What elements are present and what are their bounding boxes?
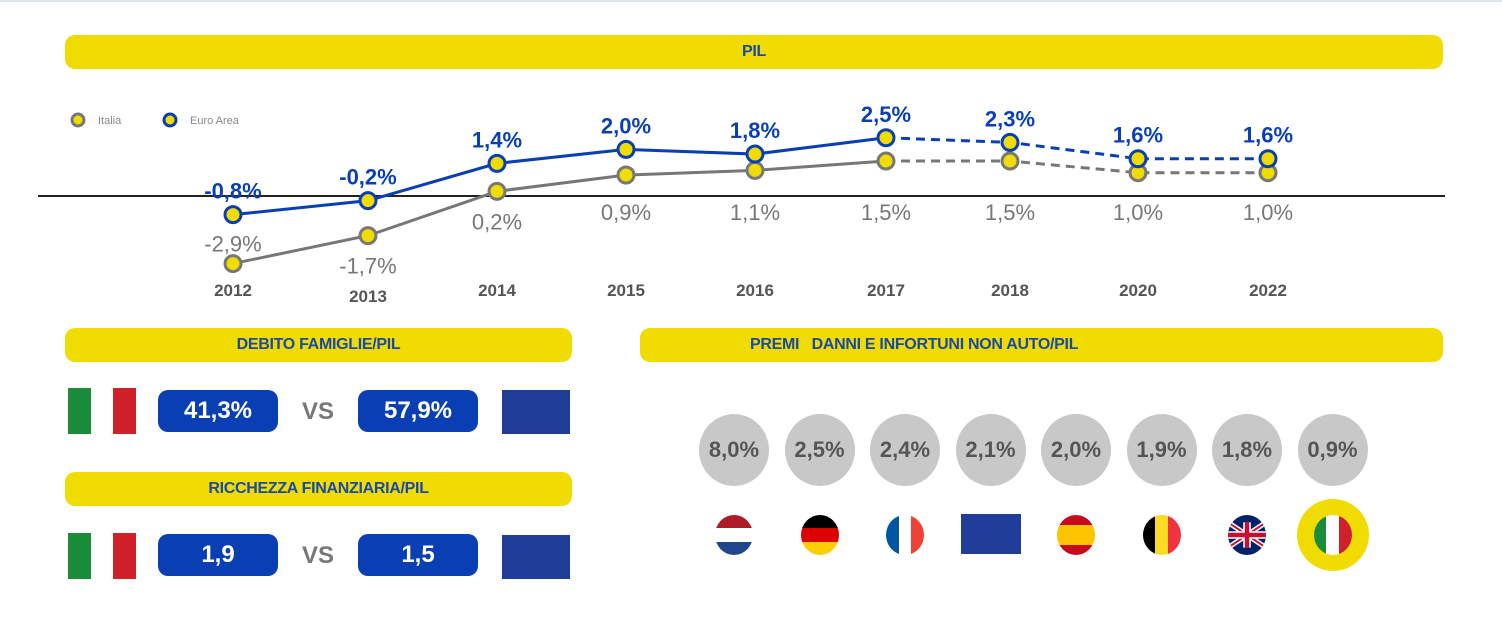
data-point bbox=[1000, 132, 1020, 152]
x-tick-label: 2020 bbox=[1119, 281, 1157, 300]
uk-flag bbox=[1228, 515, 1266, 555]
ricchezza-title: RICCHEZZA FINANZIARIA/PIL bbox=[208, 480, 429, 497]
x-tick-label: 2018 bbox=[991, 281, 1029, 300]
data-label: 0,9% bbox=[601, 200, 651, 225]
italy-flag bbox=[68, 533, 137, 579]
data-point bbox=[1258, 149, 1278, 169]
legend-marker-1 bbox=[162, 112, 178, 128]
spain-flag bbox=[1057, 515, 1095, 555]
data-point bbox=[223, 205, 243, 225]
data-point bbox=[745, 160, 765, 180]
debito-italia-value: 41,3% bbox=[158, 390, 278, 432]
debito-title: DEBITO FAMIGLIE/PIL bbox=[236, 336, 401, 353]
debito-vs: VS bbox=[302, 398, 335, 425]
premi-value-bubble: 0,9% bbox=[1297, 414, 1368, 486]
data-label: -2,9% bbox=[204, 232, 261, 257]
data-label: 1,5% bbox=[985, 200, 1035, 225]
data-label: 1,0% bbox=[1243, 200, 1293, 225]
data-point bbox=[1128, 149, 1148, 169]
premi-title: PREMI DANNI E INFORTUNI NON AUTO/PIL bbox=[750, 336, 1079, 353]
debito-header: DEBITO FAMIGLIE/PIL bbox=[65, 328, 572, 362]
legend-marker-0 bbox=[70, 112, 86, 128]
data-label: 1,0% bbox=[1113, 200, 1163, 225]
data-label: 1,8% bbox=[730, 118, 780, 143]
italy-flag bbox=[68, 388, 137, 434]
data-point bbox=[616, 139, 636, 159]
data-point bbox=[616, 165, 636, 185]
x-tick-label: 2013 bbox=[349, 287, 387, 306]
data-label: -0,2% bbox=[339, 165, 396, 190]
premi-value-bubble: 2,5% bbox=[784, 414, 855, 486]
series-forecast-line-0 bbox=[886, 159, 1268, 175]
eu-flag bbox=[502, 535, 570, 579]
x-tick-label: 2022 bbox=[1249, 281, 1287, 300]
premi-value-bubble: 2,4% bbox=[870, 414, 940, 486]
premi-value-bubble: 1,8% bbox=[1212, 414, 1282, 486]
premi-value-bubble: 8,0% bbox=[699, 414, 769, 486]
premi-header: PREMI DANNI E INFORTUNI NON AUTO/PIL bbox=[640, 328, 1443, 362]
data-label: 2,0% bbox=[601, 113, 651, 138]
eu-flag bbox=[960, 514, 1021, 554]
pil-title: PIL bbox=[742, 43, 766, 60]
data-point bbox=[487, 181, 507, 201]
data-point bbox=[487, 153, 507, 173]
data-label: 2,3% bbox=[985, 106, 1035, 131]
data-point bbox=[223, 254, 243, 274]
series-line-1 bbox=[232, 136, 887, 217]
data-point bbox=[876, 128, 896, 148]
data-label: -0,8% bbox=[204, 179, 261, 204]
x-tick-label: 2014 bbox=[478, 281, 516, 300]
data-point bbox=[358, 191, 378, 211]
ricchezza-vs: VS bbox=[302, 542, 335, 569]
ricchezza-euro-value: 1,5 bbox=[358, 534, 478, 576]
italy-flag bbox=[1313, 515, 1352, 555]
data-label: -1,7% bbox=[339, 254, 396, 279]
x-tick-label: 2016 bbox=[736, 281, 774, 300]
data-point bbox=[1000, 151, 1020, 171]
series-forecast-line-1 bbox=[885, 136, 1268, 161]
ricchezza-italia-value: 1,9 bbox=[158, 534, 278, 576]
belgium-flag bbox=[1142, 515, 1181, 555]
data-label: 1,6% bbox=[1243, 123, 1293, 148]
data-label: 1,4% bbox=[472, 127, 522, 152]
data-label: 0,2% bbox=[472, 209, 522, 234]
netherlands-flag bbox=[715, 515, 753, 555]
pil-header: PIL bbox=[65, 35, 1443, 69]
data-label: 1,5% bbox=[861, 200, 911, 225]
legend-label-0: Italia bbox=[98, 115, 122, 127]
premi-value-bubble: 1,9% bbox=[1126, 414, 1197, 486]
legend-label-1: Euro Area bbox=[190, 115, 240, 127]
data-label: 1,6% bbox=[1113, 123, 1163, 148]
x-tick-label: 2017 bbox=[867, 281, 905, 300]
data-point bbox=[745, 144, 765, 164]
eu-flag bbox=[502, 390, 570, 434]
france-flag bbox=[886, 515, 924, 555]
data-point bbox=[358, 226, 378, 246]
series-line-0 bbox=[232, 159, 887, 266]
data-label: 2,5% bbox=[861, 102, 911, 127]
x-tick-label: 2012 bbox=[214, 281, 252, 300]
premi-value-bubble: 2,1% bbox=[955, 414, 1026, 486]
germany-flag bbox=[800, 515, 839, 555]
premi-value-bubble: 2,0% bbox=[1041, 414, 1111, 486]
x-tick-label: 2015 bbox=[607, 281, 645, 300]
data-label: 1,1% bbox=[730, 200, 780, 225]
data-point bbox=[876, 151, 896, 171]
pil-line-chart: Italia Euro Area -2,9% -1,7% 0,2% 0,9% 1,1% 1,5… bbox=[38, 102, 1445, 306]
debito-euro-value: 57,9% bbox=[358, 390, 478, 432]
ricchezza-header: RICCHEZZA FINANZIARIA/PIL bbox=[65, 472, 572, 506]
